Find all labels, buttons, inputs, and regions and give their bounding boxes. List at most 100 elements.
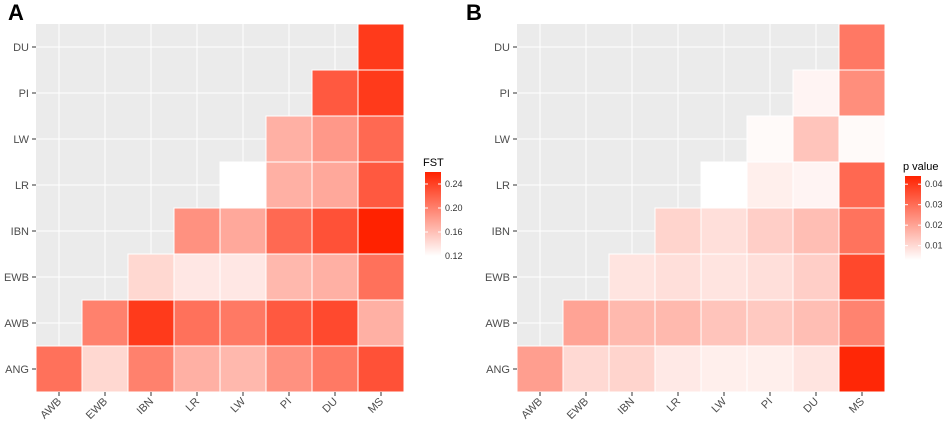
x-tick-label: LR xyxy=(184,396,202,414)
x-tick-label: MS xyxy=(847,396,867,416)
heatmap-cell-lr-ewb xyxy=(173,253,221,301)
heatmap-cell-lw-ewb xyxy=(700,253,748,301)
heatmap-cell-lr-ewb xyxy=(654,253,702,301)
heatmap-cell-du-lw xyxy=(311,115,359,163)
heatmap-cell-pi-awb xyxy=(265,299,313,347)
x-tick-label: DU xyxy=(801,396,821,416)
heatmap-cell-ms-pi xyxy=(357,69,405,117)
heatmap-cell-ms-awb xyxy=(838,299,886,347)
heatmap-cell-ms-lw xyxy=(357,115,405,163)
heatmap-panel-fst: A ANG AWB EWB IBN LR LW PI DU AWB EWB IBN LR LW PI DU M… xyxy=(4,0,463,422)
heatmap-cell-ms-ibn xyxy=(838,207,886,255)
x-tick-label: MS xyxy=(366,396,386,416)
legend-tick-label: 0.20 xyxy=(445,203,463,213)
y-tick-label: AWB xyxy=(485,318,510,330)
heatmap-cell-du-awb xyxy=(792,299,840,347)
y-tick-label: AWB xyxy=(4,318,29,330)
heatmap-cell-lr-ang xyxy=(173,345,221,393)
heatmap-cell-pi-ewb xyxy=(265,253,313,301)
legend-tick-label: 0.01 xyxy=(925,241,943,251)
legend-colorbar xyxy=(905,176,921,260)
heatmap-cell-du-lw xyxy=(792,115,840,163)
heatmap-cell-lw-ibn xyxy=(219,207,267,255)
heatmap-cell-ibn-ang xyxy=(127,345,175,393)
y-tick-label: LW xyxy=(494,134,510,146)
heatmap-cell-ms-ewb xyxy=(838,253,886,301)
x-tick-label: EWB xyxy=(84,396,110,422)
heatmap-cell-du-ewb xyxy=(792,253,840,301)
x-tick-label: LR xyxy=(665,396,683,414)
x-tick-label: AWB xyxy=(38,396,64,422)
heatmap-cell-ms-lr xyxy=(357,161,405,209)
x-tick-label: IBN xyxy=(616,396,637,417)
heatmap-cell-du-pi xyxy=(311,69,359,117)
legend-colorbar xyxy=(425,172,441,256)
heatmap-cell-ibn-awb xyxy=(127,299,175,347)
heatmap-cell-ibn-ewb xyxy=(127,253,175,301)
heatmap-cell-du-lr xyxy=(311,161,359,209)
x-tick-label: EWB xyxy=(565,396,591,422)
heatmap-cell-ms-du xyxy=(838,23,886,71)
heatmap-cell-du-ewb xyxy=(311,253,359,301)
heatmap-cell-pi-ang xyxy=(265,345,313,393)
heatmap-cell-lw-ibn xyxy=(700,207,748,255)
heatmap-cell-ewb-ang xyxy=(562,345,610,393)
heatmap-cell-du-ibn xyxy=(792,207,840,255)
heatmap-cell-lr-ibn xyxy=(173,207,221,255)
x-tick-label: DU xyxy=(320,396,340,416)
legend-tick-label: 0.02 xyxy=(925,220,943,230)
x-tick-label: LW xyxy=(710,395,730,415)
legend-tick-label: 0.24 xyxy=(445,179,463,189)
heatmap-cell-ms-awb xyxy=(357,299,405,347)
heatmap-cell-du-ang xyxy=(311,345,359,393)
legend-tick-label: 0.04 xyxy=(925,179,943,189)
heatmap-cell-ms-lw xyxy=(838,115,886,163)
x-tick-label: AWB xyxy=(519,396,545,422)
heatmap-cell-lr-ang xyxy=(654,345,702,393)
y-tick-label: LR xyxy=(496,180,510,192)
heatmap-cell-du-ang xyxy=(792,345,840,393)
y-tick-label: LR xyxy=(15,180,29,192)
heatmap-cell-du-ibn xyxy=(311,207,359,255)
heatmap-cell-lr-awb xyxy=(654,299,702,347)
legend-tick-label: 0.16 xyxy=(445,227,463,237)
heatmap-cell-awb-ang xyxy=(35,345,83,393)
legend-title: FST xyxy=(423,157,444,169)
y-tick-label: IBN xyxy=(11,226,29,238)
panel-label-a: A xyxy=(8,0,24,25)
heatmap-cell-pi-lr xyxy=(265,161,313,209)
y-tick-label: ANG xyxy=(5,364,29,376)
heatmap-cell-pi-lw xyxy=(746,115,794,163)
heatmap-cell-lw-awb xyxy=(219,299,267,347)
panel-label-b: B xyxy=(466,0,482,25)
heatmap-cell-lw-ewb xyxy=(219,253,267,301)
y-tick-label: ANG xyxy=(486,364,510,376)
x-tick-label: IBN xyxy=(135,396,156,417)
legend-tick-label: 0.12 xyxy=(445,251,463,261)
y-tick-label: PI xyxy=(19,88,29,100)
heatmap-cell-du-lr xyxy=(792,161,840,209)
heatmap-cell-pi-ibn xyxy=(746,207,794,255)
heatmap-cell-pi-lw xyxy=(265,115,313,163)
y-tick-label: DU xyxy=(13,42,29,54)
heatmap-cell-du-awb xyxy=(311,299,359,347)
heatmap-cell-ms-ang xyxy=(357,345,405,393)
heatmap-cell-du-pi xyxy=(792,69,840,117)
heatmap-cell-ms-pi xyxy=(838,69,886,117)
heatmap-cell-ewb-ang xyxy=(81,345,129,393)
heatmap-panel-pvalue: B ANG AWB EWB IBN LR LW PI DU AWB EWB IBN LR LW PI DU M… xyxy=(466,0,943,422)
heatmap-cell-ibn-awb xyxy=(608,299,656,347)
heatmap-cell-lw-awb xyxy=(700,299,748,347)
y-tick-label: DU xyxy=(494,42,510,54)
heatmap-cell-ms-du xyxy=(357,23,405,71)
x-tick-label: PI xyxy=(759,396,775,412)
heatmap-cell-ms-ang xyxy=(838,345,886,393)
legend-tick-label: 0.03 xyxy=(925,200,943,210)
heatmap-cell-lr-awb xyxy=(173,299,221,347)
heatmap-cell-lw-lr xyxy=(219,161,267,209)
legend-title: p value xyxy=(903,161,938,173)
heatmap-cell-pi-ewb xyxy=(746,253,794,301)
heatmap-cell-lr-ibn xyxy=(654,207,702,255)
heatmap-cell-ewb-awb xyxy=(562,299,610,347)
